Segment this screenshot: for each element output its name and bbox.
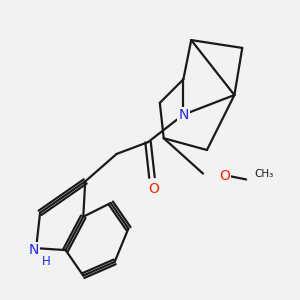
Text: N: N [29, 243, 39, 257]
Text: H: H [42, 255, 50, 268]
Text: N: N [178, 108, 189, 122]
Text: CH₃: CH₃ [255, 169, 274, 178]
Text: O: O [219, 169, 230, 182]
Text: O: O [148, 182, 159, 196]
